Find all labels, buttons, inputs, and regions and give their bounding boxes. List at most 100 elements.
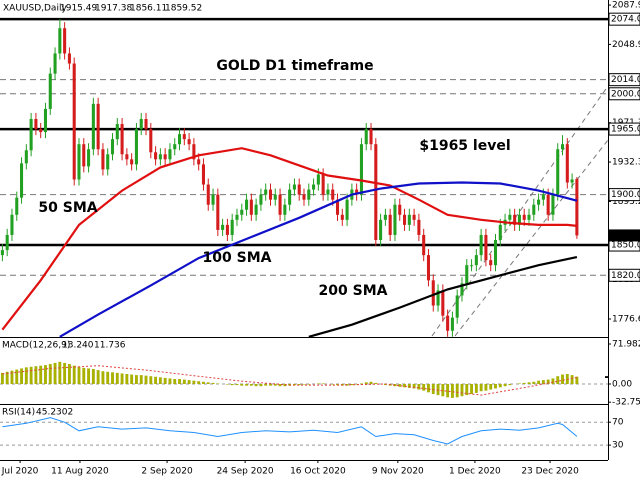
level-label: 1850.00 [611,241,640,251]
macd-bar [154,376,158,384]
candle-body [455,295,459,318]
ohlc-close: 1859.52 [165,4,202,14]
candle-body [546,194,550,215]
candle-body [470,265,474,267]
level-label: 1820.00 [611,271,640,281]
macd-bar [158,377,162,384]
macd-bar [494,384,497,389]
y-tick-label: 1932.30 [612,158,640,168]
macd-bar [63,362,67,384]
candle-body [560,144,565,150]
candle-body [532,204,536,215]
candle-body [513,214,517,225]
macd-bar [460,384,464,397]
macd-bar [350,384,354,386]
macd-bar [249,384,253,386]
candle-body [340,214,344,220]
candle-body [211,194,215,205]
candle-body [498,224,502,240]
macd-bar [20,368,23,384]
annotation: $1965 level [419,138,510,154]
candle-body [283,204,287,215]
macd-bar [82,367,86,384]
channel-line [454,139,609,337]
x-tick-label: 2 Sep 2020 [141,467,193,477]
macd-bar [316,383,320,384]
candle-body [369,129,373,145]
macd-bar [135,375,138,384]
candle-body [489,260,493,266]
candle-body [345,199,349,220]
sma-line [308,256,578,338]
macd-bar [202,381,205,384]
level-label: 1900.00 [611,190,640,200]
candle-body [230,219,234,235]
candle-body [254,204,258,215]
macd-bar [427,384,430,393]
candle-body [407,214,411,225]
macd-bar [537,380,541,384]
macd-bar [206,382,210,384]
candle-body [355,189,359,195]
macd-bar [111,372,114,384]
macd-bar [24,367,28,384]
macd-bar [225,384,229,385]
macd-bar [522,382,526,384]
level-box [608,73,640,87]
macd-bar [163,377,167,384]
level-box [608,122,640,136]
candle-body [187,139,191,145]
macd-bar [115,372,119,384]
level-label: 2000.00 [611,89,640,99]
macd-bar [484,384,488,391]
candle-body [541,194,545,200]
candle-body [20,163,24,198]
y-tick-label: 71.982 [612,340,640,350]
candle-body [556,149,560,195]
y-tick-label: 1893.25 [612,197,640,207]
macd-bar [436,384,440,396]
macd-bar [551,378,555,384]
candle-body [225,224,229,235]
macd-bar [139,375,143,384]
candle-body [120,124,124,155]
macd-bar [72,365,76,384]
candle-body [63,28,67,54]
y-tick-label: 2048.95 [612,40,640,50]
rsi-line [2,417,578,445]
candle-body [312,184,316,190]
candle-body [575,178,579,236]
candle-body [163,154,167,160]
macd-bar [240,384,244,386]
rsi-readout: 45.2302 [36,408,73,418]
candle-body [326,189,330,195]
candle-body [24,150,28,164]
candle-body [15,197,19,215]
candle-body [5,234,9,251]
y-tick-label: 70 [612,418,624,428]
candle-body [34,118,38,130]
x-tick-label: 24 Sep 2020 [217,467,274,477]
candle-body [551,194,555,215]
macd-readout: 11.736 [94,341,126,351]
price-label: 1859.52 [611,231,640,241]
level-label: 2074.00 [611,15,640,25]
candle-body [264,189,268,195]
macd-bar [541,380,545,384]
candle-body [436,290,440,306]
macd-bar [230,384,234,386]
candle-body [393,204,397,235]
macd-bar [173,379,177,384]
candle-body [379,219,383,240]
macd-bar [374,382,378,384]
macd-bar [87,368,91,384]
macd-bar [5,371,9,384]
macd-bar [10,370,14,384]
channel-line [431,85,609,337]
macd-bar [278,384,282,387]
macd-bar [273,384,277,386]
macd-bar [144,375,148,384]
rsi-title: RSI(14) [2,408,35,418]
